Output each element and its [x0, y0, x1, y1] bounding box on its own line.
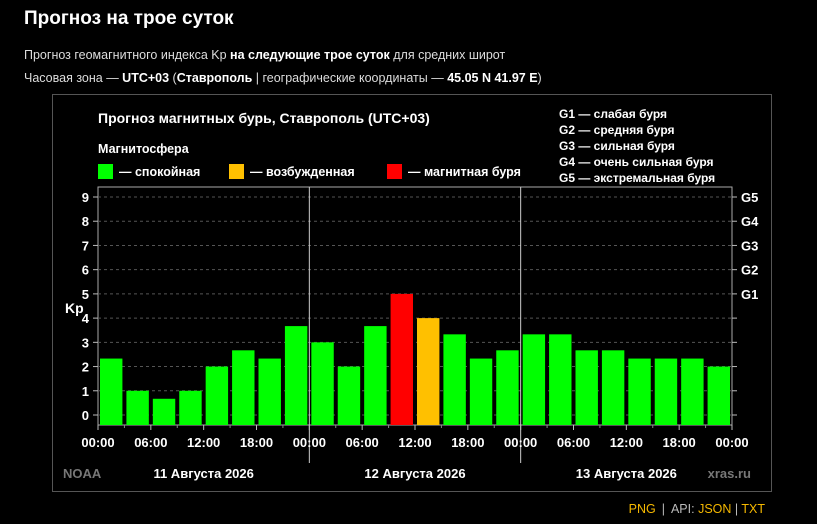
kp-bar [232, 350, 255, 425]
x-tick-label: 06:00 [557, 435, 590, 450]
source-xras: xras.ru [708, 466, 751, 481]
png-link[interactable]: PNG [628, 502, 656, 516]
city-name: Ставрополь [176, 71, 253, 85]
storm-level-label: G2 [741, 263, 758, 278]
kp-bar [443, 334, 466, 425]
x-tick-label: 18:00 [451, 435, 484, 450]
txt-link[interactable]: TXT [741, 502, 765, 516]
x-tick-label: 12:00 [610, 435, 643, 450]
x-tick-label: 06:00 [134, 435, 167, 450]
y-tick-label: 8 [82, 214, 89, 229]
kp-bar [100, 358, 123, 425]
kp-bar [337, 366, 361, 425]
description-text: Прогноз геомагнитного индекса Kp [24, 48, 231, 62]
storm-level-label: G5 [741, 190, 758, 205]
y-tick-label: 0 [82, 408, 89, 423]
kp-bar [284, 326, 308, 425]
description-text: для средних широт [389, 48, 506, 62]
kp-bar [654, 358, 678, 425]
y-tick-label: 4 [82, 311, 90, 326]
description-emphasis: на следующие трое суток [230, 48, 390, 62]
kp-bar [126, 390, 149, 425]
paren-close: ) [537, 71, 542, 85]
storm-level-label: G1 [741, 287, 758, 302]
legend-label-2: — магнитная буря [408, 165, 521, 179]
y-tick-label: 7 [82, 238, 89, 253]
kp-bar [601, 350, 625, 425]
separator: | [661, 502, 665, 516]
kp-bar [311, 342, 334, 425]
kp-bar [575, 350, 598, 425]
kp-bar [707, 366, 730, 425]
kp-bar [496, 350, 519, 425]
footer-links: PNG | API: JSON | TXT [629, 502, 765, 516]
description-line-1: Прогноз геомагнитного индекса Kp на след… [24, 44, 542, 67]
storm-scale-item-1: G2 — средняя буря [559, 123, 675, 137]
coordinates-label: | географические координаты — [252, 71, 448, 85]
kp-bar [258, 358, 281, 425]
kp-bar [364, 326, 387, 425]
source-noaa: NOAA [63, 466, 102, 481]
day-label: 11 Августа 2026 [153, 466, 253, 481]
legend-swatch-2 [387, 164, 402, 179]
legend-swatch-1 [229, 164, 244, 179]
kp-bar [522, 334, 546, 425]
x-tick-label: 12:00 [187, 435, 220, 450]
y-tick-label: 3 [82, 335, 89, 350]
chart-title: Прогноз магнитных бурь, Ставрополь (UTC+… [98, 110, 430, 126]
x-tick-label: 00:00 [504, 435, 537, 450]
storm-scale-item-3: G4 — очень сильная буря [559, 155, 714, 169]
separator: | [734, 502, 739, 516]
paren-open: ( [169, 71, 177, 85]
timezone-label: Часовая зона — [24, 71, 123, 85]
legend-title: Магнитосфера [98, 142, 190, 156]
x-tick-label: 06:00 [346, 435, 379, 450]
x-tick-label: 00:00 [81, 435, 114, 450]
x-tick-label: 00:00 [715, 435, 748, 450]
timezone-value: UTC+03 [122, 71, 170, 85]
chart-canvas: Прогноз магнитных бурь, Ставрополь (UTC+… [63, 107, 759, 481]
y-tick-label: 9 [82, 190, 89, 205]
x-tick-label: 00:00 [293, 435, 326, 450]
page-title: Прогноз на трое суток [24, 8, 234, 29]
storm-level-label: G3 [741, 238, 758, 253]
kp-bar [681, 358, 704, 425]
api-label: API: [670, 502, 695, 516]
kp-bar [205, 366, 229, 425]
kp-forecast-chart: Прогноз магнитных бурь, Ставрополь (UTC+… [52, 94, 772, 492]
forecast-description: Прогноз геомагнитного индекса Kp на след… [24, 44, 542, 90]
y-tick-label: 1 [82, 384, 89, 399]
day-label: 13 Августа 2026 [576, 466, 677, 481]
kp-bar [469, 358, 493, 425]
coordinates-value: 45.05 N 41.97 E [447, 71, 538, 85]
legend-swatch-0 [98, 164, 113, 179]
kp-bar [549, 334, 572, 425]
kp-bar [179, 390, 202, 425]
kp-bar [152, 398, 176, 425]
legend-label-1: — возбужденная [250, 165, 355, 179]
legend-label-0: — спокойная [119, 165, 200, 179]
x-tick-label: 12:00 [398, 435, 431, 450]
y-tick-label: 2 [82, 360, 89, 375]
description-line-2: Часовая зона — UTC+03 (Ставрополь | геог… [24, 67, 542, 90]
storm-scale-item-4: G5 — экстремальная буря [559, 171, 715, 185]
json-link[interactable]: JSON [698, 502, 732, 516]
kp-bar [390, 293, 413, 425]
x-tick-label: 18:00 [663, 435, 696, 450]
kp-bar [628, 358, 651, 425]
x-tick-label: 18:00 [240, 435, 273, 450]
y-tick-label: 6 [82, 263, 89, 278]
storm-scale-item-2: G3 — сильная буря [559, 139, 675, 153]
storm-level-label: G4 [741, 214, 759, 229]
storm-scale-item-0: G1 — слабая буря [559, 107, 667, 121]
y-axis-label: Kp [65, 300, 84, 316]
kp-bar [417, 318, 440, 425]
y-tick-label: 5 [82, 287, 89, 302]
day-label: 12 Августа 2026 [364, 466, 465, 481]
